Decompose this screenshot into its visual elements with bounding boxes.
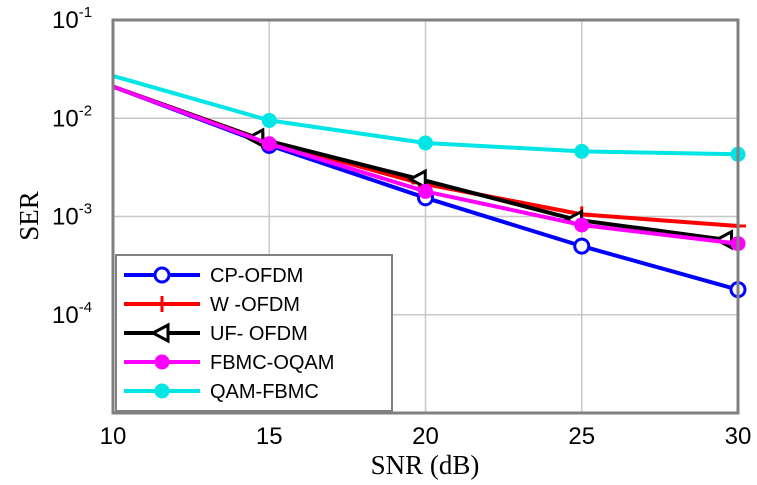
series-layer [112,73,747,299]
series-fbmc-oqam-marker [261,136,277,152]
legend: CP-OFDM W -OFDM UF- OFDM FBMC-OQAM QAM-FBMC [115,254,393,412]
legend-entry-cp-ofdm: CP-OFDM [124,265,303,287]
x-tick-label: 30 [725,423,752,450]
legend-marker [154,383,170,399]
legend-entry-qam-fbmc: QAM-FBMC [124,381,319,403]
x-tick-label: 20 [412,423,439,450]
x-tick-label: 15 [256,423,283,450]
y-tick-label: 10-2 [52,102,92,132]
x-tick-labels: 10 15 20 25 30 [100,423,752,450]
plot-frame [111,18,740,415]
legend-label: W -OFDM [210,294,300,316]
legend-label: CP-OFDM [210,265,303,287]
series-qam-fbmc-marker [574,143,590,159]
legend-label: UF- OFDM [210,323,308,345]
series-fbmc-oqam-marker [418,183,433,199]
y-tick-label: 10-1 [52,4,92,34]
legend-entry-fbmc-oqam: FBMC-OQAM [124,352,334,374]
x-tick-label: 25 [568,423,595,450]
y-tick-label: 10-3 [52,201,92,231]
legend-label: QAM-FBMC [210,381,319,403]
legend-marker [154,354,170,370]
series-qam-fbmc-marker [418,135,433,151]
legend-marker [153,266,171,284]
legend-entry-w-ofdm: W -OFDM [124,294,300,316]
series-uf-ofdm-marker [407,168,427,190]
legend-entry-uf-ofdm: UF- OFDM [124,322,308,345]
legend-marker [149,322,170,344]
x-tick-label: 10 [100,423,127,450]
legend-label: FBMC-OQAM [210,352,334,374]
y-tick-label: 10-4 [52,299,92,329]
series-fbmc-oqam [112,84,746,252]
series-fbmc-oqam-marker [574,217,590,233]
legend-marker [154,296,170,312]
series-qam-fbmc-marker [261,112,277,128]
y-axis-title: SER [14,191,44,241]
x-axis-title: SNR (dB) [371,450,480,480]
series-cp-ofdm-marker [573,237,591,255]
y-tick-labels: 10-1 10-2 10-3 10-4 [52,4,92,329]
